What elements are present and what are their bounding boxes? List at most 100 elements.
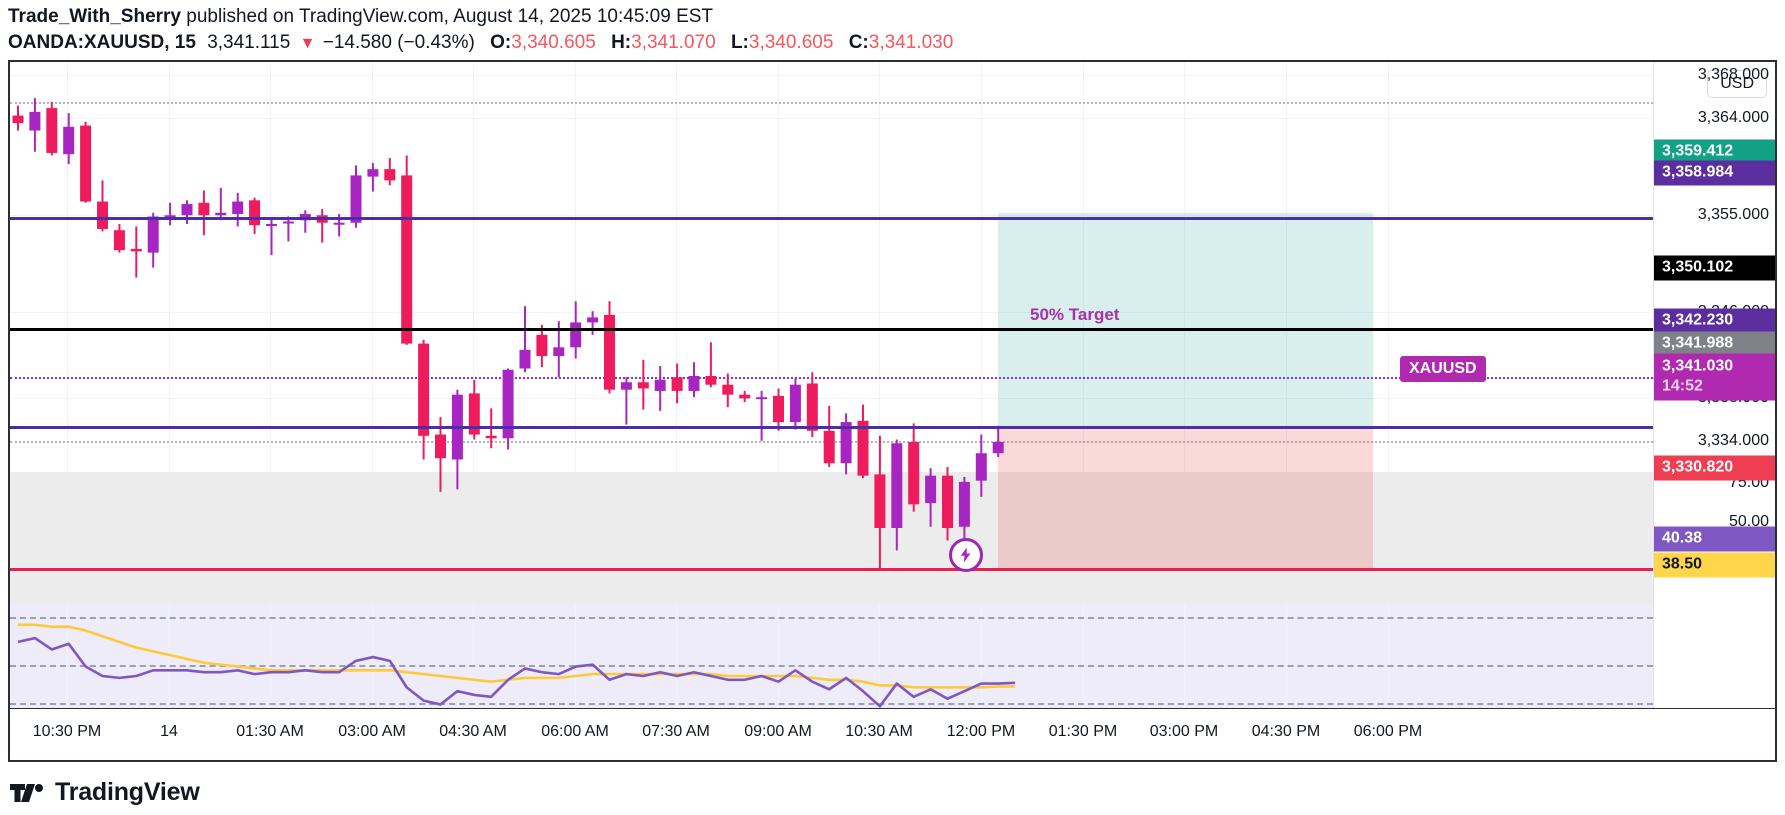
gridline-vertical — [1388, 62, 1389, 604]
gridline-vertical — [67, 604, 68, 708]
gridline-vertical — [879, 604, 880, 708]
gridline-vertical — [1083, 604, 1084, 708]
candle-body — [12, 115, 24, 124]
candle-body — [130, 248, 142, 252]
candle-body — [113, 230, 125, 251]
candle-body — [63, 126, 75, 155]
time-tick-label: 06:00 AM — [541, 723, 609, 740]
candle-body — [587, 317, 599, 323]
candle-body — [637, 382, 649, 389]
candle-body — [401, 175, 413, 344]
price-tick-label: 3,364.000 — [1697, 109, 1769, 126]
gridline-horizontal — [10, 215, 1653, 216]
candle-body — [620, 382, 632, 390]
time-tick-label: 01:30 PM — [1048, 723, 1118, 740]
candle-body — [367, 169, 379, 177]
candle-body — [688, 375, 700, 391]
gridline-vertical — [575, 604, 576, 708]
candle-body — [925, 475, 937, 504]
entry-price-badge[interactable]: 3,342.230 — [1654, 308, 1775, 334]
time-tick-label: 04:30 AM — [439, 723, 507, 740]
current-price-value: 3,341.030 — [1662, 357, 1734, 375]
candle-body — [249, 200, 261, 226]
gridline-vertical — [1184, 62, 1185, 604]
gridline-vertical — [1083, 62, 1084, 604]
stop-loss-price-line — [10, 567, 1653, 571]
gridline-vertical — [676, 62, 677, 604]
open-value: 3,340.605 — [511, 32, 596, 53]
publication-line: Trade_With_Sherry published on TradingVi… — [8, 4, 1508, 30]
gridline-vertical — [1286, 604, 1287, 708]
chart-frame[interactable]: 50% Target USD 3,368.000 3,364.000 3,355.0… — [8, 60, 1777, 762]
resistance-price-line — [10, 216, 1653, 220]
time-axis[interactable]: 10:30 PM 14 01:30 AM 03:00 AM 04:30 AM 06:00 … — [10, 708, 1775, 760]
candle-body — [80, 125, 92, 202]
symbol-title[interactable]: OANDA:XAUUSD, 15 — [8, 32, 196, 53]
gridline-vertical — [1286, 62, 1287, 604]
time-tick-label: 12:00 PM — [946, 723, 1016, 740]
lightning-bolt-icon[interactable] — [949, 538, 983, 573]
candle-body — [806, 383, 818, 431]
plot-area[interactable]: 50% Target — [10, 62, 1653, 708]
support-price-badge[interactable]: 3,341.988 — [1654, 331, 1775, 357]
rsi-pane[interactable] — [10, 604, 1653, 708]
candle-body — [958, 481, 970, 527]
candle-body — [975, 453, 987, 481]
gridline-vertical — [270, 604, 271, 708]
gridline-vertical — [1388, 604, 1389, 708]
candle-body — [654, 379, 666, 391]
rsi-value-badge[interactable]: 40.38 — [1654, 526, 1775, 552]
gridline-horizontal — [10, 398, 1653, 399]
candlestick-series[interactable] — [10, 62, 1653, 604]
resistance-price-badge[interactable]: 3,358.984 — [1654, 160, 1775, 186]
current-price-badge[interactable]: 3,341.030 14:52 — [1654, 353, 1775, 401]
price-tick-label: 3,355.000 — [1697, 206, 1769, 223]
rsi-line — [17, 636, 1016, 708]
candle-body — [739, 394, 751, 399]
extended-hours-shading — [10, 471, 1653, 604]
candle-body — [604, 314, 615, 390]
candle-body — [874, 474, 886, 528]
stop-loss-zone[interactable] — [998, 426, 1374, 569]
candle-body — [46, 108, 58, 153]
rsi-ma-line — [18, 623, 1016, 689]
entry-price-line — [10, 425, 1653, 429]
gridline-horizontal — [10, 118, 1653, 119]
candle-body — [671, 377, 683, 391]
price-tick-label: 3,368.000 — [1697, 66, 1769, 83]
candle-body — [468, 393, 480, 435]
price-change: −14.580 (−0.43%) — [322, 32, 475, 53]
time-tick-label: 09:00 AM — [744, 723, 812, 740]
time-tick-label: 10:30 AM — [845, 723, 913, 740]
target-label: 50% Target — [1030, 304, 1120, 324]
time-tick-label: 06:00 PM — [1353, 723, 1423, 740]
close-label: C: — [848, 32, 869, 53]
published-text: published on TradingView.com, August 14,… — [186, 6, 714, 27]
gridline-vertical — [372, 62, 373, 604]
rsi-level-line — [10, 664, 1653, 667]
candle-body — [97, 201, 108, 229]
time-tick-label: 03:00 AM — [338, 723, 406, 740]
candle-body — [722, 384, 734, 395]
gridline-vertical — [473, 62, 474, 604]
dotted-reference-line — [10, 102, 1653, 104]
gridline-horizontal — [10, 312, 1653, 313]
currency-button[interactable]: USD — [1707, 70, 1767, 98]
price-axis[interactable]: USD 3,368.0003,364.0003,355.0003,346.000… — [1653, 62, 1775, 708]
candle-body — [485, 435, 497, 439]
candle-body — [789, 384, 801, 423]
time-tick-label: 03:00 PM — [1149, 723, 1219, 740]
stop-loss-price-badge[interactable]: 3,330.820 — [1654, 455, 1775, 481]
candle-body — [992, 442, 1004, 454]
take-profit-price-badge[interactable]: 3,359.412 — [1654, 139, 1775, 165]
rsi-level-line — [10, 617, 1653, 620]
close-value: 3,341.030 — [868, 32, 954, 53]
symbol-flag-badge[interactable]: XAUUSD — [1400, 356, 1486, 382]
candle-body — [435, 434, 446, 459]
price-pane[interactable]: 50% Target — [10, 62, 1653, 604]
target-price-badge[interactable]: 3,350.102 — [1654, 255, 1775, 281]
gridline-vertical — [67, 62, 68, 604]
rsi-ma-value-badge[interactable]: 38.50 — [1654, 552, 1775, 578]
profit-target-zone[interactable] — [998, 212, 1374, 427]
candle-body — [198, 202, 210, 216]
